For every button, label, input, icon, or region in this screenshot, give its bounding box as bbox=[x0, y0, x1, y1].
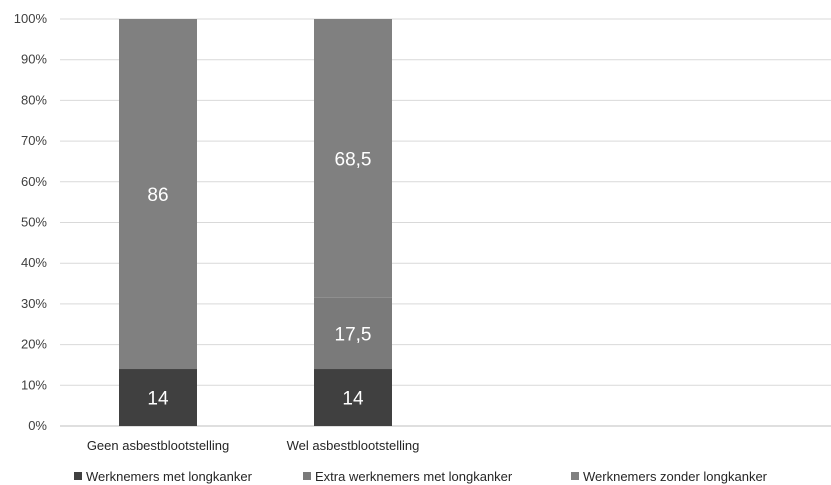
y-tick-label: 40% bbox=[21, 255, 47, 270]
y-tick-label: 60% bbox=[21, 174, 47, 189]
data-label: 14 bbox=[342, 389, 364, 410]
data-label: 68,5 bbox=[335, 149, 372, 170]
data-label: 17,5 bbox=[335, 324, 372, 345]
category-label: Wel asbestblootstelling bbox=[287, 438, 420, 453]
data-label: 86 bbox=[147, 185, 168, 206]
y-tick-label: 30% bbox=[21, 296, 47, 311]
legend-label: Werknemers zonder longkanker bbox=[583, 469, 768, 484]
legend-swatch bbox=[303, 472, 311, 480]
category-label: Geen asbestblootstelling bbox=[87, 438, 229, 453]
y-tick-label: 20% bbox=[21, 337, 47, 352]
y-tick-label: 50% bbox=[21, 215, 47, 230]
bar-segment bbox=[314, 369, 392, 426]
legend-label: Werknemers met longkanker bbox=[86, 469, 253, 484]
bar-segment bbox=[119, 369, 197, 426]
data-label: 14 bbox=[147, 389, 169, 410]
y-tick-label: 0% bbox=[28, 418, 47, 433]
legend-swatch bbox=[74, 472, 82, 480]
y-tick-label: 100% bbox=[14, 11, 48, 26]
bar-segment bbox=[314, 19, 392, 298]
legend-label: Extra werknemers met longkanker bbox=[315, 469, 513, 484]
bar-segment bbox=[119, 19, 197, 370]
y-tick-label: 10% bbox=[21, 377, 47, 392]
y-tick-label: 80% bbox=[21, 92, 47, 107]
bar-segment bbox=[314, 297, 392, 370]
legend-swatch bbox=[571, 472, 579, 480]
y-tick-label: 90% bbox=[21, 52, 47, 67]
y-tick-label: 70% bbox=[21, 133, 47, 148]
